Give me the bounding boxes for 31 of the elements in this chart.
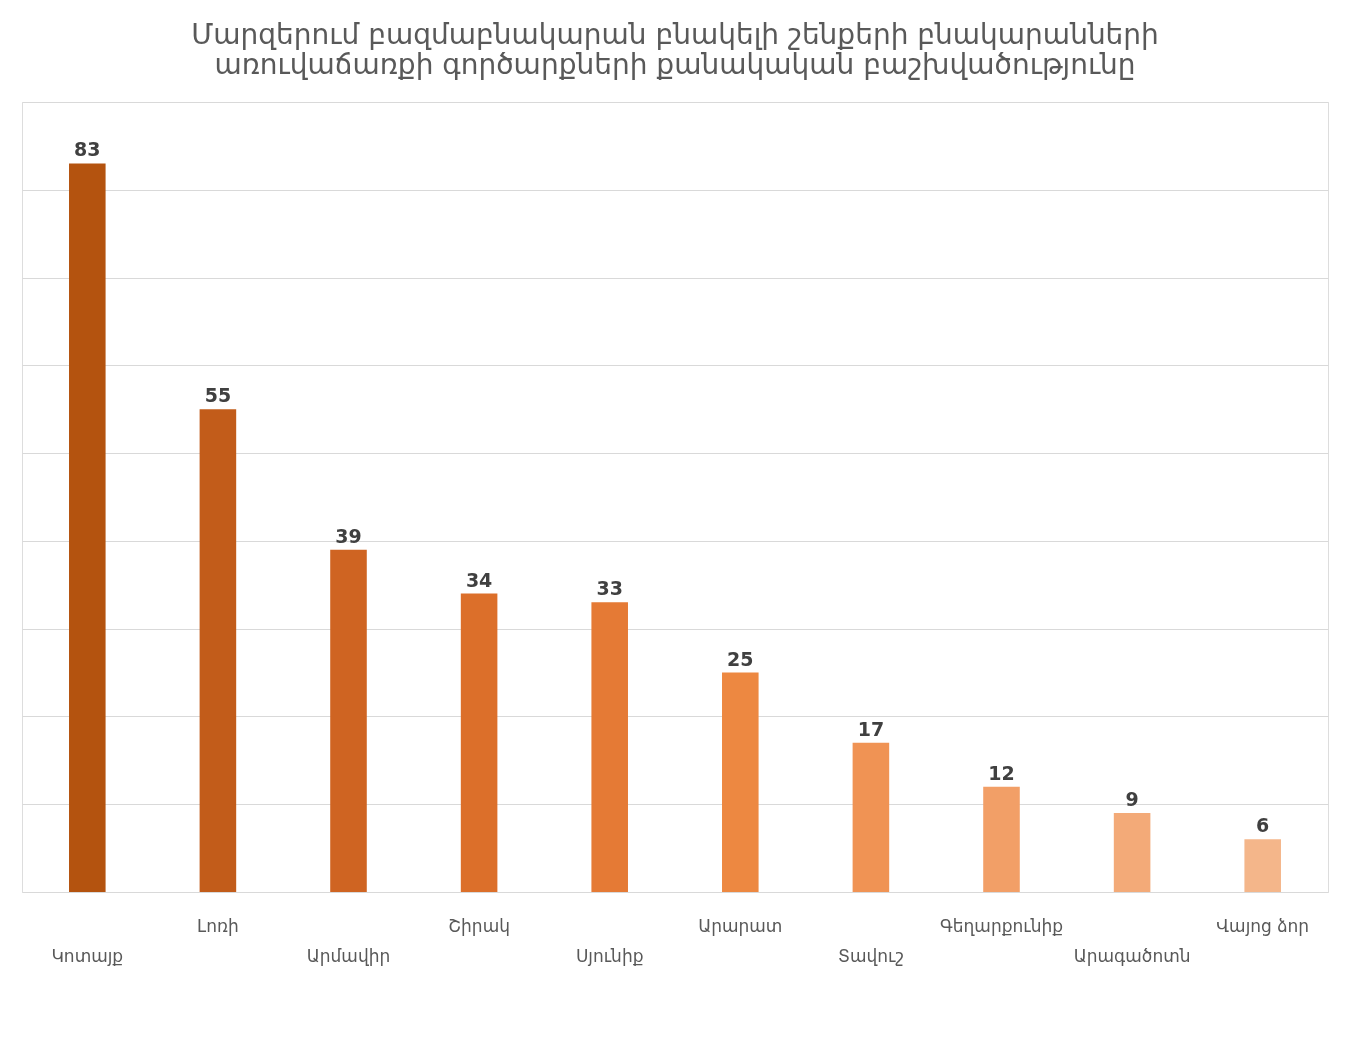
data-label: 9 [1125, 788, 1139, 810]
x-tick-label: Լոռի [197, 916, 239, 936]
x-tick-label: Արմավիր [306, 946, 391, 966]
chart-title: Մարզերում բազմաբնակարան բնակելի շենքերի բնակարանների առուվաճառքի գործարքների քանակական բաշխվածությունը [191, 18, 1159, 81]
bar [591, 602, 628, 892]
bar [1244, 839, 1281, 892]
x-tick-label: Վայոց ձոր [1216, 916, 1310, 936]
data-label: 6 [1256, 814, 1270, 837]
x-tick-label: Տավուշ [837, 946, 904, 966]
x-tick-label: Սյունիք [575, 946, 644, 966]
data-label: 12 [988, 761, 1015, 784]
x-tick-label: Գեղարքունիք [939, 916, 1064, 936]
bar [722, 672, 759, 892]
data-label: 33 [596, 577, 623, 600]
data-label: 25 [727, 647, 754, 670]
x-tick-label: Կոտայք [51, 946, 124, 966]
bar [460, 593, 498, 892]
bar [852, 742, 890, 892]
data-label: 39 [335, 524, 362, 547]
bar [1113, 813, 1151, 892]
data-label: 55 [204, 384, 232, 407]
x-tick-label: Արագածոտն [1073, 946, 1191, 966]
bar [69, 163, 106, 892]
data-label: 17 [857, 717, 885, 740]
bar [330, 549, 367, 892]
data-label: 83 [74, 138, 101, 161]
x-tick-label: Արարատ [698, 916, 783, 936]
bar [199, 409, 237, 892]
bar [983, 786, 1020, 892]
data-label: 34 [465, 568, 493, 591]
x-tick-label: Շիրակ [448, 916, 510, 936]
